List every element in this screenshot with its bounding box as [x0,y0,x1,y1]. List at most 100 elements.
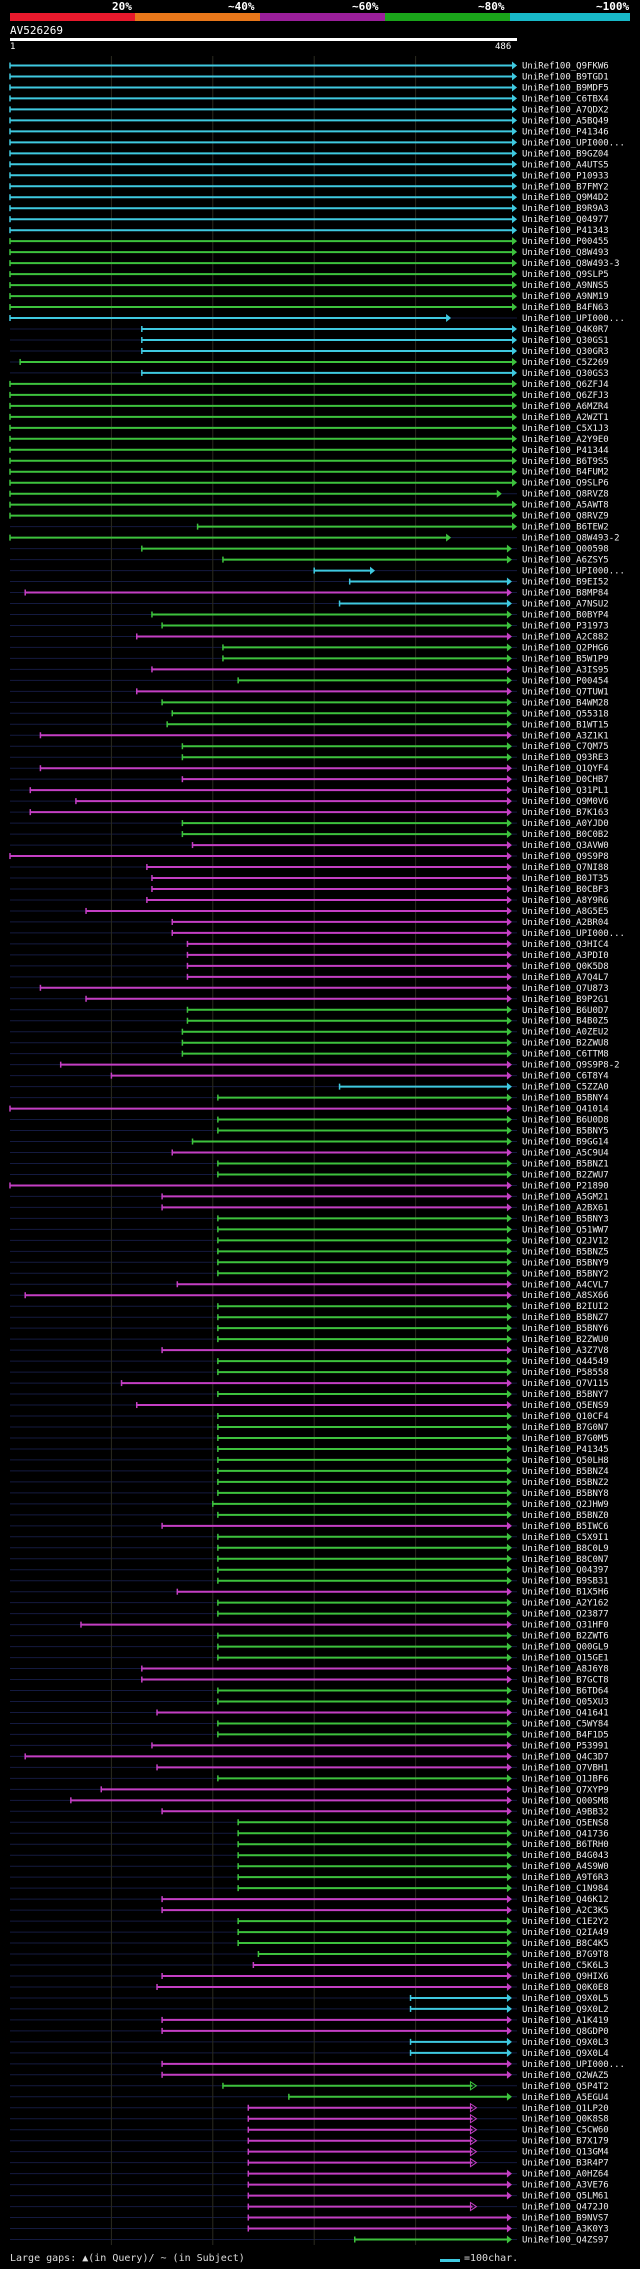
hit-label[interactable]: UniRef100_B7G9T8 [522,1950,609,1960]
hit-row[interactable]: UniRef100_B9MDF5 [9,83,609,93]
hit-row[interactable]: UniRef100_B0C0B2 [181,830,609,840]
hit-row[interactable]: UniRef100_B4WM28 [161,698,609,708]
hit-row[interactable]: UniRef100_B5BNY8 [217,1488,609,1499]
hit-label[interactable]: UniRef100_B5BNZ0 [522,1511,609,1521]
hit-label[interactable]: UniRef100_Q0K5D8 [522,962,609,972]
hit-row[interactable]: UniRef100_A5C9U4 [171,1148,609,1159]
hit-row[interactable]: UniRef100_C5ZZA0 [338,1082,609,1093]
hit-row[interactable]: UniRef100_Q8W493-3 [9,259,620,269]
hit-label[interactable]: UniRef100_P31973 [522,621,609,631]
hit-row[interactable]: UniRef100_Q1LP20 [247,2102,609,2114]
hit-label[interactable]: UniRef100_A8Y9R6 [522,896,609,906]
hit-row[interactable]: UniRef100_Q3HIC4 [186,939,609,950]
hit-row[interactable]: UniRef100_B5BNY3 [217,1214,609,1224]
hit-label[interactable]: UniRef100_P00455 [522,237,609,247]
hit-row[interactable]: UniRef100_Q44549 [217,1357,609,1367]
hit-label[interactable]: UniRef100_B2ZWT6 [522,1632,609,1642]
hit-label[interactable]: UniRef100_Q7U873 [522,984,609,994]
hit-row[interactable]: UniRef100_C6TBX4 [9,94,609,104]
hit-row[interactable]: UniRef100_A4S9W0 [237,1862,609,1872]
hit-label[interactable]: UniRef100_B9EI52 [522,578,609,588]
hit-label[interactable]: UniRef100_B6U0D8 [522,1116,609,1126]
hit-label[interactable]: UniRef100_UPI000... [522,138,625,148]
hit-row[interactable]: UniRef100_Q31PL1 [29,786,609,796]
hit-row[interactable]: UniRef100_A6MZR4 [9,401,609,412]
hit-row[interactable]: UniRef100_Q8GDP0 [161,2026,609,2037]
hit-row[interactable]: UniRef100_Q7TUW1 [136,687,609,697]
hit-row[interactable]: UniRef100_Q05XU3 [217,1697,609,1707]
hit-label[interactable]: UniRef100_Q55318 [522,709,609,719]
hit-label[interactable]: UniRef100_A9T6R3 [522,1873,609,1883]
hit-label[interactable]: UniRef100_Q9FKW6 [522,61,609,71]
hit-row[interactable]: UniRef100_A2BR04 [171,917,609,928]
hit-row[interactable]: UniRef100_Q23877 [217,1609,609,1620]
hit-label[interactable]: UniRef100_B0JT35 [522,874,609,884]
hit-row[interactable]: UniRef100_C5K6L3 [252,1961,609,1971]
hit-label[interactable]: UniRef100_B9SB31 [522,1577,609,1587]
hit-row[interactable]: UniRef100_B0JT35 [151,874,609,884]
hit-label[interactable]: UniRef100_Q8W493 [522,248,609,258]
hit-label[interactable]: UniRef100_B7G0N7 [522,1423,609,1433]
hit-row[interactable]: UniRef100_Q2JHW9 [212,1499,609,1510]
hit-row[interactable]: UniRef100_A2C882 [136,632,609,642]
hit-label[interactable]: UniRef100_Q00598 [522,545,609,555]
hit-label[interactable]: UniRef100_B1X5H6 [522,1588,609,1598]
hit-label[interactable]: UniRef100_Q8W493-2 [522,534,620,544]
hit-label[interactable]: UniRef100_A3IS95 [522,665,609,675]
hit-row[interactable]: UniRef100_B4F1D5 [217,1730,609,1740]
hit-label[interactable]: UniRef100_Q8W493-3 [522,259,620,269]
hit-label[interactable]: UniRef100_A5BQ49 [522,116,609,126]
hit-row[interactable]: UniRef100_Q04397 [217,1565,609,1576]
hit-label[interactable]: UniRef100_B6T9S5 [522,457,609,467]
hit-label[interactable]: UniRef100_Q4ZS97 [522,2236,609,2246]
hit-row[interactable]: UniRef100_Q41736 [237,1829,609,1839]
hit-label[interactable]: UniRef100_Q30GS1 [522,336,609,346]
hit-label[interactable]: UniRef100_B8MP84 [522,589,609,599]
hit-row[interactable]: UniRef100_A1K419 [161,2015,609,2026]
hit-label[interactable]: UniRef100_Q9X0L3 [522,2038,609,2048]
hit-row[interactable]: UniRef100_B2ZWU0 [217,1335,609,1345]
hit-label[interactable]: UniRef100_Q31HF0 [522,1621,609,1631]
hit-label[interactable]: UniRef100_B9GG14 [522,1138,609,1148]
hit-row[interactable]: UniRef100_B1WT15 [166,720,609,730]
hit-row[interactable]: UniRef100_Q50LH8 [217,1455,609,1466]
hit-label[interactable]: UniRef100_C7QM75 [522,742,609,752]
hit-label[interactable]: UniRef100_B3R4P7 [522,2159,609,2169]
hit-row[interactable]: UniRef100_Q93RE3 [181,753,609,763]
hit-row[interactable]: UniRef100_P53991 [151,1741,609,1751]
hit-row[interactable]: UniRef100_Q5ENS9 [136,1401,609,1411]
hit-row[interactable]: UniRef100_A3Z7V8 [161,1346,609,1356]
hit-row[interactable]: UniRef100_Q4C3D7 [24,1752,609,1762]
hit-label[interactable]: UniRef100_Q30GR3 [522,347,609,357]
hit-row[interactable]: UniRef100_Q46K12 [161,1895,609,1905]
hit-row[interactable]: UniRef100_B4G043 [237,1851,609,1861]
hit-row[interactable]: UniRef100_P41346 [9,127,609,137]
hit-label[interactable]: UniRef100_D0CHB7 [522,775,609,785]
hit-row[interactable]: UniRef100_B7FMY2 [9,182,609,192]
hit-row[interactable]: UniRef100_C6T8Y4 [110,1071,609,1082]
hit-label[interactable]: UniRef100_A5AWT8 [522,501,609,511]
hit-label[interactable]: UniRef100_Q7XYP9 [522,1785,609,1795]
hit-row[interactable]: UniRef100_UPI000... [161,2059,625,2070]
hit-label[interactable]: UniRef100_B7X179 [522,2137,609,2147]
hit-label[interactable]: UniRef100_A9BB32 [522,1807,609,1817]
hit-row[interactable]: UniRef100_B5BNZ1 [217,1159,609,1169]
hit-label[interactable]: UniRef100_B7G0M5 [522,1434,609,1444]
hit-label[interactable]: UniRef100_Q2WAZ5 [522,2071,609,2081]
hit-row[interactable]: UniRef100_B5BNY4 [217,1093,609,1104]
hit-label[interactable]: UniRef100_B5BNY3 [522,1214,609,1224]
hit-row[interactable]: UniRef100_Q3AVW0 [191,841,609,851]
hit-label[interactable]: UniRef100_C1E2Y2 [522,1917,609,1927]
hit-row[interactable]: UniRef100_B6TRH0 [237,1840,609,1850]
hit-label[interactable]: UniRef100_Q9SLP5 [522,270,609,280]
hit-label[interactable]: UniRef100_Q05XU3 [522,1697,609,1707]
hit-row[interactable]: UniRef100_Q0K5D8 [186,961,609,972]
hit-row[interactable]: UniRef100_Q9M4D2 [9,193,609,203]
hit-label[interactable]: UniRef100_B8C0L9 [522,1544,609,1554]
hit-row[interactable]: UniRef100_B5BNY5 [217,1126,609,1137]
hit-row[interactable]: UniRef100_Q6ZFJ4 [9,379,609,390]
hit-row[interactable]: UniRef100_Q2JV12 [217,1236,609,1246]
hit-label[interactable]: UniRef100_Q5LM61 [522,2192,609,2202]
hit-label[interactable]: UniRef100_B5BNY8 [522,1489,609,1499]
hit-label[interactable]: UniRef100_Q2JV12 [522,1236,609,1246]
